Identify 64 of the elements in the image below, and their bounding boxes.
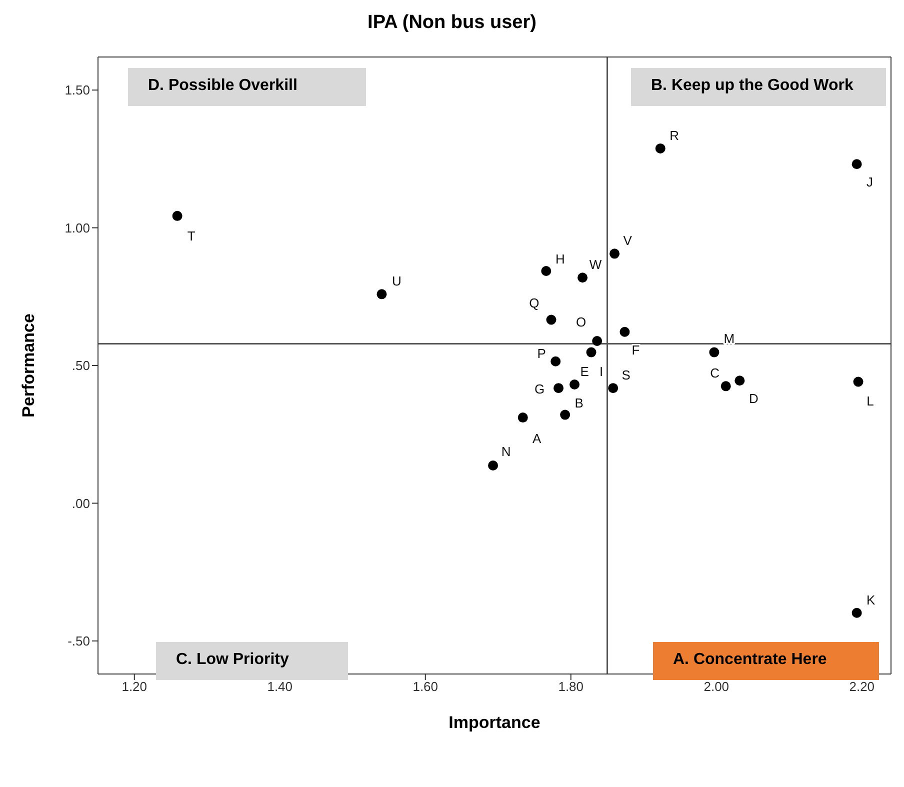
series-label: M — [724, 330, 735, 346]
y-tick-label: -.50 — [68, 634, 90, 649]
annotation: B. Keep up the Good Work — [651, 77, 854, 95]
point — [376, 289, 387, 300]
x-tick-label: 1.40 — [267, 679, 293, 694]
series-label: B — [574, 395, 584, 410]
series-label: D — [748, 391, 758, 406]
series-label: O — [576, 314, 586, 330]
series-label: Q — [529, 295, 540, 310]
point — [541, 266, 552, 276]
y-axis-title: Performance — [19, 314, 38, 418]
y-tick-label: .00 — [72, 496, 90, 511]
chart-title: IPA (Non bus user) — [366, 12, 538, 34]
point — [554, 383, 564, 394]
series-label: W — [589, 257, 602, 272]
series-label: V — [623, 233, 632, 248]
series-label: L — [866, 393, 874, 408]
point — [550, 356, 561, 366]
x-tick-label: 1.60 — [412, 679, 438, 694]
x-axis-title: Importance — [448, 713, 540, 732]
x-tick-label: 2.00 — [704, 679, 730, 694]
point — [620, 326, 630, 337]
x-tick-label: 1.80 — [558, 679, 584, 694]
annotation: D. Possible Overkill — [148, 77, 298, 95]
y-tick-label: 1.00 — [64, 220, 90, 236]
annotation: C. Low Priority — [176, 651, 289, 669]
series-label: E — [580, 364, 590, 380]
series-label: J — [866, 174, 874, 190]
series-label: C — [710, 366, 720, 381]
series-label: S — [622, 368, 631, 383]
y-tick-label: .50 — [72, 358, 90, 374]
point — [655, 143, 666, 154]
series-label: I — [599, 364, 604, 379]
point — [720, 381, 731, 392]
point — [592, 336, 602, 346]
point — [172, 210, 182, 221]
series-label: A — [532, 431, 542, 446]
point — [709, 347, 720, 358]
point — [734, 376, 745, 386]
point — [560, 410, 570, 420]
point — [586, 347, 596, 358]
point — [518, 412, 528, 423]
point — [570, 380, 580, 390]
point — [608, 383, 618, 394]
y-tick-label: 1.50 — [64, 82, 90, 98]
series-label: P — [537, 346, 546, 361]
series-label: N — [501, 444, 511, 459]
point — [610, 248, 620, 259]
series-label: H — [555, 252, 565, 267]
series-label: R — [670, 128, 680, 143]
point — [488, 460, 498, 470]
series-label: F — [632, 342, 640, 358]
point — [852, 608, 862, 618]
point — [853, 376, 864, 387]
series-label: T — [187, 228, 196, 244]
series-label: K — [866, 592, 876, 608]
point — [852, 159, 862, 170]
series-label: G — [534, 382, 545, 397]
point — [578, 272, 588, 283]
annotation: A. Concentrate Here — [673, 651, 827, 669]
x-tick-label: 2.20 — [849, 679, 875, 694]
point — [546, 314, 556, 325]
series-label: U — [392, 274, 402, 289]
x-tick-label: 1.20 — [122, 679, 148, 694]
